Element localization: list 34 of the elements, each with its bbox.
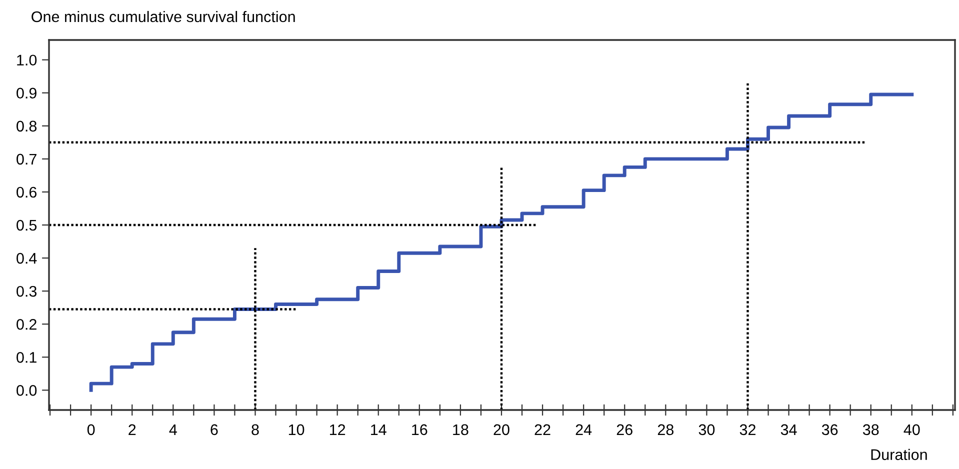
x-tick-label: 38: [862, 424, 879, 436]
x-tick-label: 34: [780, 424, 797, 436]
x-axis-title: Duration: [871, 448, 927, 460]
x-tick-label: 30: [698, 424, 715, 436]
x-tick-label: 6: [210, 424, 218, 436]
y-tick-label: 0.9: [16, 88, 36, 99]
x-tick-label: 2: [128, 424, 136, 435]
y-tick-label: 0.4: [16, 252, 37, 264]
y-tick-label: 0.5: [16, 220, 37, 231]
x-tick-label: 22: [534, 424, 550, 435]
x-tick-label: 32: [740, 424, 756, 436]
y-tick-label: 0.6: [16, 186, 37, 198]
x-tick-label: 40: [904, 424, 920, 436]
x-tick-label: 10: [288, 424, 304, 436]
x-tick-label: 26: [616, 424, 632, 436]
x-tick-label: 24: [576, 424, 592, 435]
y-tick-label: 0.3: [16, 286, 37, 297]
y-tick-label: 0.0: [16, 385, 37, 396]
x-tick-label: 18: [453, 424, 468, 436]
x-tick-label: 12: [330, 424, 346, 435]
x-tick-label: 0: [87, 424, 95, 436]
x-tick-label: 8: [252, 424, 259, 436]
y-axis-title: One minus cumulative survival function: [32, 10, 295, 22]
x-tick-label: 4: [169, 424, 177, 435]
y-tick-label: 1.0: [17, 54, 37, 66]
x-tick-label: 16: [412, 424, 428, 436]
y-tick-label: 0.8: [16, 120, 37, 132]
x-tick-label: 28: [658, 424, 674, 436]
x-tick-label: 20: [494, 424, 510, 436]
x-tick-label: 14: [371, 424, 386, 435]
y-tick-label: 0.2: [16, 318, 36, 330]
x-tick-label: 36: [822, 424, 838, 436]
y-tick-label: 0.7: [16, 154, 36, 165]
y-tick-label: 0.1: [16, 352, 36, 363]
